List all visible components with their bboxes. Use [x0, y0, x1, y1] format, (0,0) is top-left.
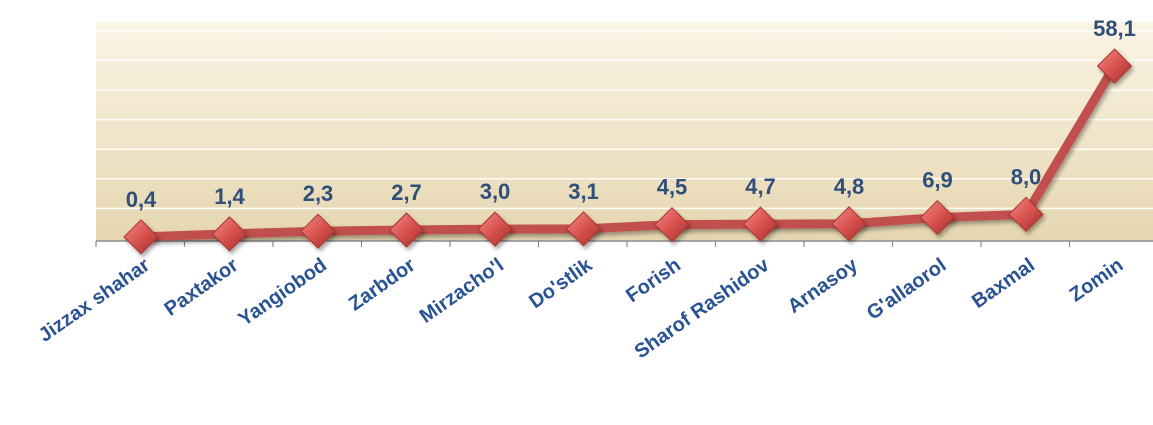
category-label: Arnasoy — [784, 254, 863, 318]
category-label: Mirzacho'l — [416, 254, 508, 328]
data-label: 8,0 — [1011, 164, 1042, 189]
category-label: Zomin — [1066, 254, 1128, 306]
data-label: 2,3 — [303, 181, 334, 206]
data-point-marker — [477, 211, 513, 247]
data-point-marker — [211, 216, 248, 252]
data-label: 2,7 — [391, 180, 422, 205]
data-label: 4,5 — [657, 175, 688, 200]
category-label: Yangiobod — [235, 254, 331, 331]
markers-group — [123, 48, 1133, 255]
data-point-marker — [1096, 48, 1133, 84]
plot-area — [96, 22, 1153, 241]
category-label: Do'stlik — [525, 254, 597, 313]
category-label: Jizzax shahar — [35, 254, 154, 347]
data-label: 6,9 — [922, 168, 953, 193]
data-label: 1,4 — [214, 184, 245, 209]
data-point-marker — [742, 206, 779, 242]
data-label: 0,4 — [126, 187, 157, 212]
category-label: Forish — [622, 254, 685, 307]
data-point-marker — [388, 212, 425, 248]
data-point-marker — [300, 213, 336, 249]
data-point-marker — [565, 211, 602, 247]
gridlines — [96, 30, 1153, 210]
data-point-marker — [919, 199, 956, 236]
data-point-marker — [654, 206, 690, 243]
x-axis-ticks — [95, 241, 1071, 247]
data-label: 3,1 — [568, 179, 599, 204]
data-label: 4,7 — [745, 174, 776, 199]
category-label: Baxmal — [968, 254, 1039, 313]
data-label: 3,0 — [480, 179, 511, 204]
data-point-marker — [123, 219, 159, 255]
data-label: 58,1 — [1093, 16, 1136, 41]
category-label: Zarbdor — [345, 254, 420, 315]
data-point-marker — [831, 206, 867, 242]
data-label: 4,8 — [834, 174, 865, 199]
data-point-marker — [1008, 196, 1044, 233]
value-labels-group: 0,4 1,4 2,3 2,7 3,0 3,1 4,5 4,7 4,8 6,9 8,0 58,1 — [126, 16, 1136, 212]
category-label: Paxtakor — [161, 254, 243, 321]
category-label: G'allaorol — [863, 254, 951, 324]
